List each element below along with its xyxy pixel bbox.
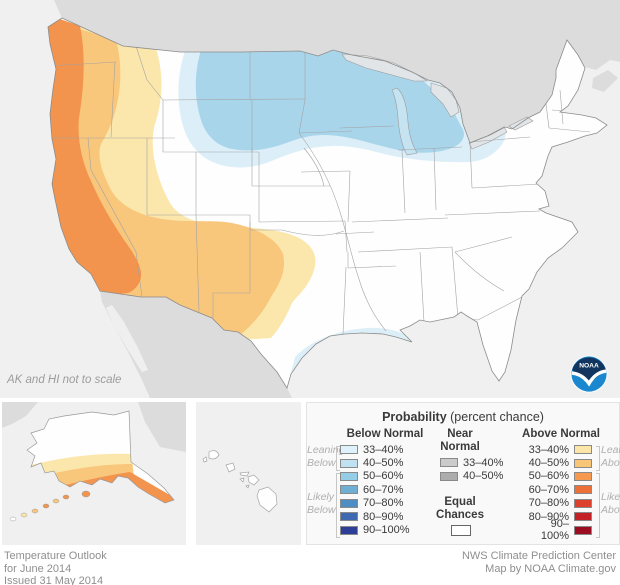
legend-row: 33–40% — [340, 443, 410, 456]
us-outline — [47, 17, 608, 389]
canada-yukon — [138, 402, 186, 452]
gulf-of-california — [106, 305, 148, 372]
footer-credit: Map by NOAA Climate.gov — [485, 562, 616, 575]
color-swatch — [574, 498, 592, 508]
color-swatch — [574, 512, 592, 522]
legend-row: 60–70% — [340, 483, 410, 496]
lake-superior — [341, 53, 429, 82]
scale-note: AK and HI not to scale — [7, 374, 122, 386]
legend-row: 40–50% — [340, 456, 410, 469]
alaska-inset-map — [2, 402, 186, 545]
color-swatch — [574, 525, 592, 535]
color-swatch — [574, 471, 592, 481]
likely-below-label: Likely Below — [307, 491, 336, 517]
color-swatch — [340, 471, 358, 481]
below-normal-rows: 33–40% 40–50% 50–60% 60–70% 70–80% 80–90… — [340, 443, 410, 537]
aleutian-islands — [9, 490, 91, 522]
noaa-logo-sky — [572, 357, 606, 384]
above-normal-header: Above Normal — [522, 428, 600, 440]
lake-huron — [430, 82, 460, 118]
above-normal-rows: 33–40% 40–50% 50–60% 60–70% 70–80% 80–90… — [525, 443, 592, 542]
likely-below-bracket — [336, 473, 340, 538]
legend-title: Probability (percent chance) — [307, 410, 619, 424]
hawaii-inset-map — [196, 402, 301, 545]
legend-row: 70–80% — [525, 497, 592, 510]
footer-product-period: for June 2014 — [4, 562, 72, 575]
island-kauai — [208, 450, 220, 460]
color-swatch — [574, 485, 592, 495]
equal-chances-label: Equal Chances — [436, 496, 484, 521]
noaa-logo-svg: NOAA — [570, 355, 608, 393]
color-swatch — [340, 512, 358, 522]
legend-row: 70–80% — [340, 497, 410, 510]
great-lakes — [341, 53, 534, 156]
siberia — [2, 402, 38, 428]
near-normal-header: Near Normal — [440, 428, 480, 453]
island-oahu — [225, 462, 236, 473]
island-lanai — [239, 477, 245, 483]
canada-landmass — [54, 0, 620, 143]
noaa-logo: NOAA — [570, 355, 608, 393]
insets-row: Probability (percent chance) Below Norma… — [0, 402, 620, 545]
color-swatch — [440, 471, 458, 481]
legend-row: 50–60% — [525, 470, 592, 483]
legend-panel: Probability (percent chance) Below Norma… — [306, 402, 620, 545]
island-molokai — [239, 471, 250, 477]
leaning-above-label: LeaningAbove — [601, 444, 620, 470]
legend-title-note: (percent chance) — [446, 410, 544, 424]
color-swatch — [574, 445, 592, 455]
legend-title-word: Probability — [382, 410, 447, 424]
footer-title-block: Temperature Outlook for June 2014 Issued… — [4, 550, 107, 585]
color-swatch — [574, 458, 592, 468]
alaska-outline — [26, 410, 175, 504]
conus-map-svg — [0, 0, 620, 398]
noaa-logo-seagull — [571, 369, 607, 387]
legend-row: 80–90% — [340, 510, 410, 523]
below-normal-header: Below Normal — [346, 428, 424, 440]
mexico-landmass — [100, 291, 292, 398]
island-kahoolawe — [245, 484, 250, 489]
legend-row: 40–50% — [440, 469, 503, 482]
leaning-below-label: Leaning Below — [307, 444, 345, 470]
nova-scotia — [592, 70, 618, 92]
likely-above-label: LikelyAbove — [601, 491, 620, 517]
legend-row: 80–90% — [525, 510, 592, 523]
legend-row: 90–100% — [340, 523, 410, 536]
color-swatch — [440, 458, 458, 468]
state-borders — [49, 45, 591, 335]
us-temperature-outlook-map: AK and HI not to scale NOAA — [0, 0, 620, 398]
footer: Temperature Outlook for June 2014 Issued… — [0, 545, 620, 585]
likely-above-bracket — [596, 473, 600, 538]
color-swatch — [340, 498, 358, 508]
legend-row: 60–70% — [525, 483, 592, 496]
equal-chances-swatch — [451, 525, 471, 536]
color-swatch — [340, 525, 358, 535]
legend-row: 33–40% — [525, 443, 592, 456]
island-niihau — [202, 456, 208, 463]
footer-issue-date: Issued 31 May 2014 — [4, 575, 104, 585]
leaning-below-bracket — [336, 446, 340, 471]
lake-michigan — [391, 87, 418, 156]
hawaiian-islands — [202, 450, 278, 513]
island-maui — [247, 474, 260, 486]
island-hawaii — [256, 486, 278, 513]
legend-row: 40–50% — [525, 456, 592, 469]
color-swatch — [340, 445, 358, 455]
leaning-above-bracket — [596, 446, 600, 471]
legend-row: 90–100% — [525, 518, 592, 542]
near-normal-rows: 33–40% 40–50% — [440, 456, 503, 483]
footer-product-title: Temperature Outlook — [4, 550, 107, 562]
legend-row: 50–60% — [340, 470, 410, 483]
legend-row: 33–40% — [440, 456, 503, 469]
footer-source: NWS Climate Prediction Center — [461, 550, 616, 562]
noaa-logo-text: NOAA — [579, 362, 599, 369]
footer-credit-block: NWS Climate Prediction Center Map by NOA… — [462, 550, 616, 575]
color-swatch — [340, 485, 358, 495]
color-swatch — [340, 458, 358, 468]
